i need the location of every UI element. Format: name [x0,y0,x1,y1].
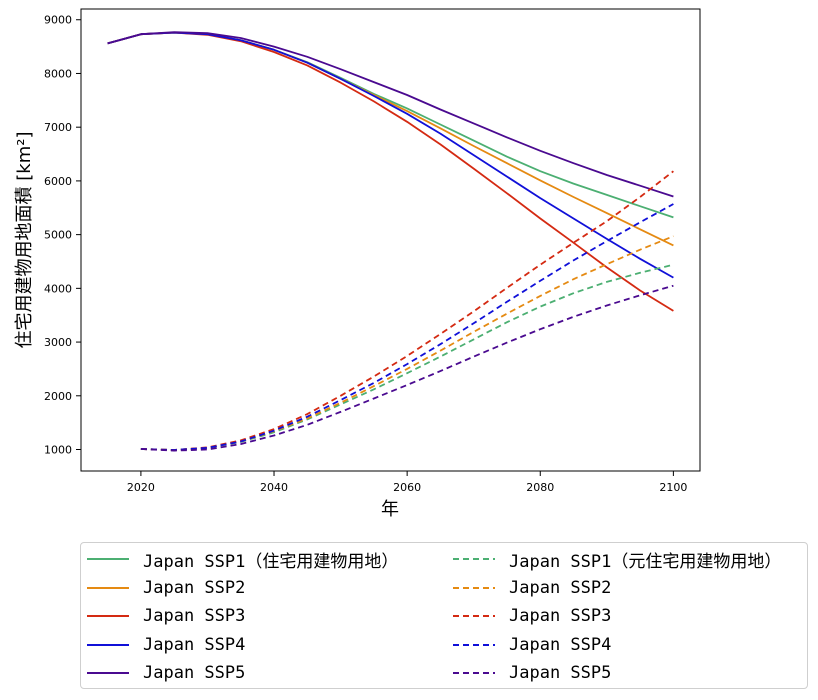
plot-lines [107,31,674,452]
legend-swatch [87,643,129,646]
y-tick-label: 6000 [44,175,72,188]
legend-swatch [87,586,129,589]
legend-swatch [87,615,129,618]
series-line-5 [107,31,674,198]
y-tick-label: 4000 [44,282,72,295]
y-axis-label: 住宅用建物用地面積 [km²] [14,132,35,349]
series-line-2 [107,31,674,247]
x-tick-label: 2080 [526,481,554,494]
y-tick-label: 8000 [44,67,72,80]
legend-swatch [453,615,495,618]
legend-entry: Japan SSP2 [87,574,245,602]
legend: Japan SSP1（住宅用建物用地） Japan SSP2 Japan SSP3 J… [80,542,808,689]
legend-swatch [87,558,129,560]
line-chart: 2020 2040 2060 2080 2100 1000 2000 3000 4000 500… [14,8,701,520]
legend-entry: Japan SSP5 [87,659,245,687]
legend-label: Japan SSP3 [143,606,246,627]
x-tick-label: 2040 [260,481,288,494]
y-tick-label: 2000 [44,390,72,403]
legend-swatch [453,672,495,675]
y-tick-label: 9000 [44,14,72,27]
y-axis: 1000 2000 3000 4000 5000 6000 7000 8000 9000 [44,14,81,457]
x-axis: 2020 2040 2060 2080 2100 [127,471,687,494]
legend-entry: Japan SSP5 [453,659,611,687]
series-line-3 [107,31,674,312]
legend-label: Japan SSP4 [509,634,612,655]
legend-label: Japan SSP1（元住宅用建物用地） [509,551,782,572]
legend-label: Japan SSP5 [509,663,612,684]
series-line-9 [140,203,674,451]
legend-swatch [453,558,495,560]
y-tick-label: 7000 [44,121,72,134]
x-tick-label: 2100 [659,481,687,494]
legend-entry: Japan SSP4 [87,631,245,659]
legend-label: Japan SSP5 [143,663,246,684]
legend-label: Japan SSP2 [509,577,612,598]
x-tick-label: 2020 [127,481,155,494]
series-line-6 [140,263,674,451]
series-line-7 [140,235,674,451]
legend-swatch [87,672,129,675]
legend-label: Japan SSP4 [143,634,246,655]
legend-entry: Japan SSP3 [87,602,245,630]
legend-entry: Japan SSP1（元住宅用建物用地） [453,545,781,573]
legend-entry: Japan SSP4 [453,631,611,659]
series-line-1 [107,31,674,219]
legend-swatch [453,586,495,589]
legend-label: Japan SSP3 [509,606,612,627]
series-line-4 [107,31,674,279]
y-tick-label: 5000 [44,229,72,242]
series-line-8 [140,170,674,451]
legend-swatch [453,643,495,646]
x-tick-label: 2060 [393,481,421,494]
legend-label: Japan SSP1（住宅用建物用地） [143,551,399,572]
y-tick-label: 3000 [44,336,72,349]
legend-label: Japan SSP2 [143,577,246,598]
legend-entry: Japan SSP2 [453,574,611,602]
x-axis-label: 年 [381,499,399,520]
legend-entry: Japan SSP1（住宅用建物用地） [87,545,398,573]
legend-entry: Japan SSP3 [453,602,611,630]
plot-frame [80,8,701,472]
y-tick-label: 1000 [44,444,72,457]
